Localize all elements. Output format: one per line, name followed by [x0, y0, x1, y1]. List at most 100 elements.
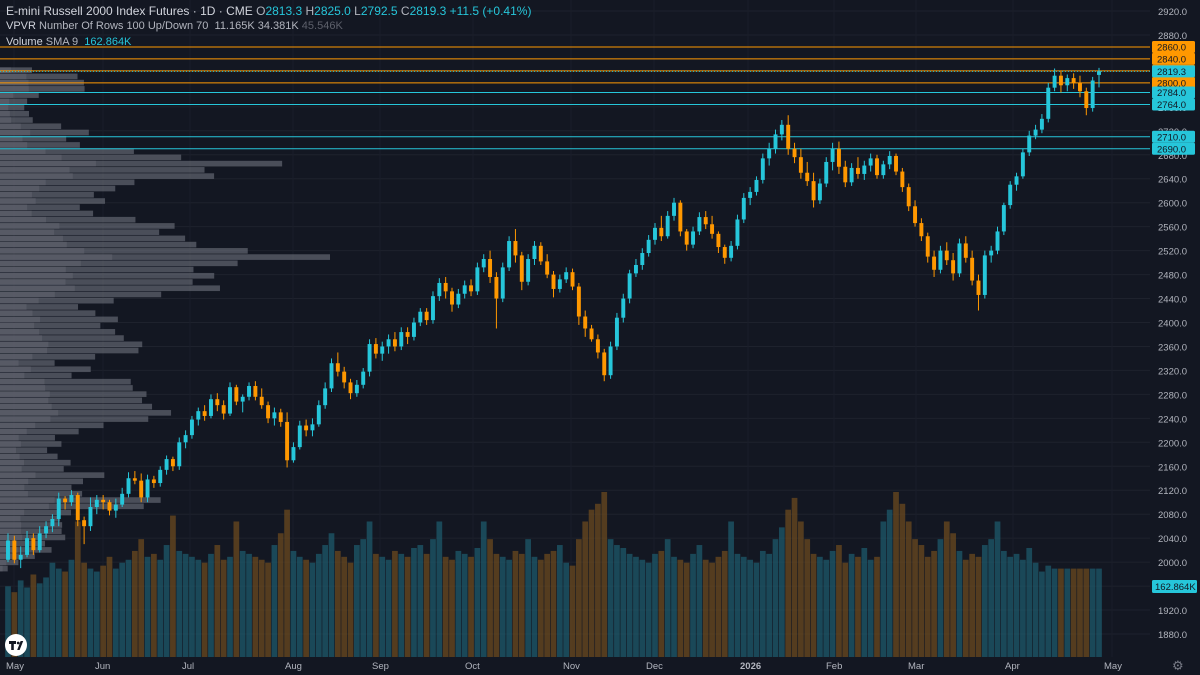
price-change: +11.5 (+0.41%) — [449, 4, 532, 18]
gear-icon[interactable]: ⚙ — [1172, 658, 1184, 673]
volume-bar — [918, 545, 925, 657]
price-axis[interactable] — [1150, 0, 1200, 675]
candle-body — [976, 280, 981, 295]
volume-bar — [563, 562, 570, 657]
profile-row — [0, 335, 124, 341]
profile-row — [0, 347, 139, 354]
candle-body — [304, 425, 309, 431]
candle-body — [754, 179, 759, 192]
profile-row-up — [0, 491, 28, 497]
candle-body — [37, 533, 42, 551]
ohlc-value-l: 2792.5 — [360, 4, 398, 18]
candle-body — [1027, 135, 1032, 153]
volume-bar — [220, 559, 227, 657]
volume-bar — [11, 592, 18, 657]
candle-body — [760, 158, 765, 180]
volume-bar — [905, 521, 912, 657]
volume-bar — [246, 553, 252, 657]
profile-row — [0, 198, 106, 204]
price-tick-label: 2640.0 — [1158, 175, 1187, 186]
symbol-title[interactable]: E-mini Russell 2000 Index Futures · 1D ·… — [6, 4, 253, 18]
candle-body — [729, 245, 734, 258]
volume-bar — [449, 559, 455, 657]
volume-bar — [1032, 562, 1039, 657]
volume-bar — [334, 550, 341, 657]
candle-body — [450, 291, 454, 305]
volume-bar — [430, 539, 436, 657]
candle-body — [995, 231, 1000, 251]
candle-body — [411, 322, 416, 337]
candle-body — [88, 507, 93, 527]
profile-row-up — [0, 135, 23, 142]
candle-body — [431, 296, 435, 321]
candle-body — [862, 165, 867, 174]
candle-body — [716, 233, 721, 248]
candle-body — [94, 499, 99, 508]
profile-row-up — [0, 142, 28, 148]
volume-bar — [151, 553, 157, 657]
volume-bar — [728, 521, 734, 657]
profile-row-up — [0, 235, 63, 242]
ohlc-values: O2813.3 H2825.0 L2792.5 C2819.3 — [256, 4, 450, 18]
profile-row-up — [0, 329, 40, 335]
volume-bar — [315, 553, 322, 657]
volume-bar — [1001, 550, 1007, 657]
candle-body — [824, 161, 829, 184]
candle-body — [405, 332, 410, 337]
tradingview-logo-icon[interactable] — [5, 634, 27, 656]
volume-bar — [969, 553, 975, 657]
volume-bar — [525, 539, 531, 657]
candle-body — [519, 255, 524, 282]
time-tick-label: Oct — [465, 661, 480, 672]
price-tick-label: 2240.0 — [1158, 414, 1187, 425]
volume-bar — [753, 562, 760, 657]
candle-body — [1020, 152, 1025, 177]
candle-body — [1084, 91, 1089, 109]
volume-bar — [43, 577, 49, 657]
profile-row — [0, 434, 55, 441]
candlesticks — [6, 67, 1101, 569]
volume-bar — [119, 562, 126, 657]
candle-body — [710, 224, 715, 234]
profile-row — [0, 117, 33, 123]
candle-body — [767, 148, 772, 159]
profile-row-up — [0, 297, 39, 304]
volume-bar — [550, 550, 557, 657]
candle-body — [957, 243, 962, 274]
volume-label[interactable]: Volume — [6, 36, 43, 48]
vpvr-label[interactable]: VPVR — [6, 20, 36, 32]
candle-body — [925, 236, 930, 257]
profile-row — [0, 565, 8, 572]
volume-bar — [1089, 568, 1096, 657]
volume-bar — [487, 539, 493, 657]
profile-row — [0, 478, 84, 485]
profile-row-up — [0, 92, 14, 98]
candle-body — [1046, 87, 1051, 119]
volume-bar — [239, 550, 246, 657]
volume-bar — [576, 539, 582, 657]
candle-body — [1065, 78, 1070, 86]
time-axis[interactable] — [0, 657, 1150, 675]
volume-bar — [480, 521, 487, 657]
candle-body — [906, 187, 911, 207]
volume-bar — [398, 553, 405, 657]
volume-bar — [468, 556, 474, 657]
candle-body — [126, 478, 131, 494]
volume-bar — [817, 556, 823, 657]
profile-row — [0, 484, 72, 491]
profile-row — [0, 540, 46, 547]
volume-bar — [867, 559, 874, 657]
volume-bar — [411, 547, 417, 657]
candle-body — [589, 328, 594, 340]
profile-row-up — [0, 484, 25, 491]
candle-body — [310, 424, 315, 431]
profile-row-up — [0, 472, 36, 478]
profile-row — [0, 254, 330, 260]
candle-body — [614, 317, 619, 347]
candle-body — [31, 538, 36, 551]
candle-body — [722, 247, 727, 258]
candle-body — [25, 538, 29, 555]
price-tick-label: 2200.0 — [1158, 438, 1187, 449]
candle-body — [6, 540, 10, 560]
